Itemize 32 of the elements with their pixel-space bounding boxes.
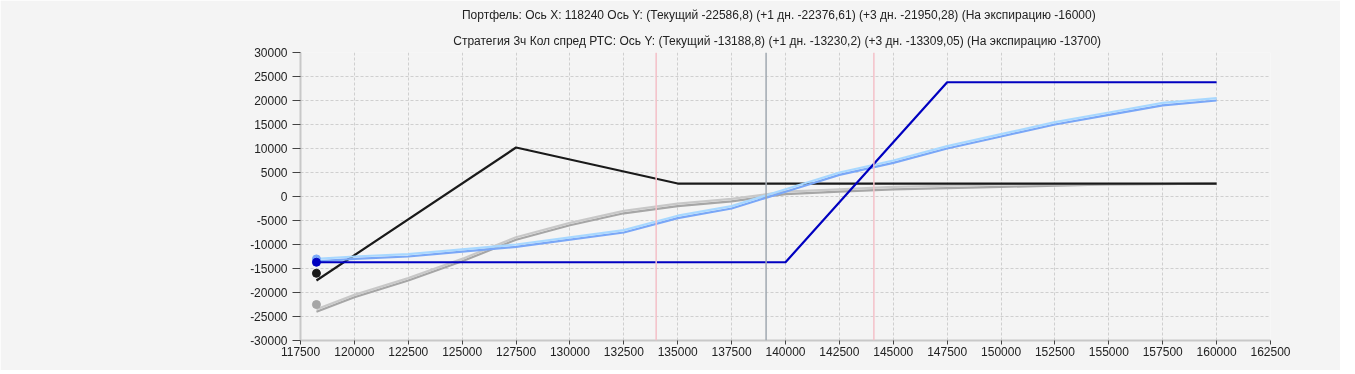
x-tick-label: 150000 [981,344,1022,359]
x-tick-label: 155000 [1088,344,1130,359]
x-tick-label: 140000 [765,344,806,359]
x-tick-label: 132500 [603,344,645,359]
y-tick-label: 10000 [254,142,288,156]
x-tick-label: 122500 [388,344,429,359]
y-tick-label: -5000 [256,214,288,228]
x-tick-label: 137500 [711,344,752,359]
x-tick-label: 162500 [1250,344,1291,359]
y-tick-label: 25000 [254,70,288,84]
y-tick-label: -25000 [250,310,288,324]
x-tick-label: 157500 [1142,344,1184,359]
y-tick-label: 30000 [254,46,288,60]
x-tick-label: 127500 [496,344,537,359]
x-tick-label: 160000 [1196,344,1237,359]
y-tick-label: -20000 [250,286,288,300]
x-tick-label: 147500 [927,344,968,359]
y-tick-label: 0 [280,190,288,204]
x-tick-label: 145000 [873,344,914,359]
x-tick-label: 135000 [657,344,699,359]
x-tick-label: 130000 [549,344,591,359]
y-tick-label: 15000 [254,118,288,132]
chart-title: Портфель: Ось X: 118240 Ось Y: (Текущий -22586,8) (+1 дн. -22376,61) (+3 дн. -21950,28) (На экспирацию -16000) [461,7,1096,22]
y-tick-label: 5000 [260,166,288,180]
y-tick-label: -15000 [250,262,288,276]
x-tick-label: 152500 [1034,344,1076,359]
y-tick-label: 20000 [254,94,288,108]
x-tick-label: 142500 [819,344,860,359]
x-tick-label: 125000 [442,344,483,359]
x-tick-label: 120000 [334,344,375,359]
chart-subtitle: Стратегия 3ч Кол спред РТС: Ось Y: (Текущий -13188,8) (+1 дн. -13230,2) (+3 дн. -13309,05) (На экспирацию -13700) [453,33,1102,48]
y-tick-label: -10000 [250,238,288,252]
